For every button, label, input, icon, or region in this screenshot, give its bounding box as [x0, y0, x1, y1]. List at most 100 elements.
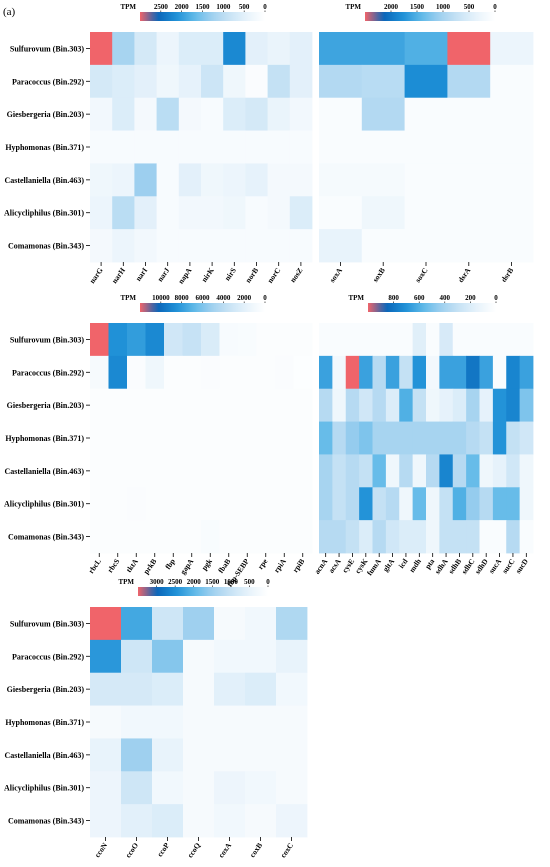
- heatmap-cell: [201, 355, 220, 390]
- heatmap-cell: [289, 196, 313, 230]
- heatmap-cell: [90, 64, 113, 99]
- column-label: napA: [176, 266, 194, 286]
- row-label: Giesbergeria (Bin.203): [7, 401, 85, 410]
- row-label: Hyphomonas (Bin.371): [5, 718, 84, 727]
- heatmap-cell: [183, 771, 215, 805]
- heatmap-cell: [404, 229, 448, 263]
- heatmap-cell: [319, 64, 363, 99]
- heatmap-cell: [289, 97, 313, 131]
- column-label: acnA: [312, 557, 329, 576]
- row-label: Alicycliphilus (Bin.301): [4, 209, 84, 218]
- heatmap-cell: [164, 355, 183, 390]
- heatmap-cell: [214, 607, 246, 641]
- colorbar-tick-label: 2000: [384, 3, 399, 11]
- heatmap-cell: [214, 738, 246, 772]
- colorbar-title: TPM: [345, 3, 361, 11]
- heatmap-cell: [245, 705, 277, 739]
- heatmap-cell: [134, 130, 157, 164]
- heatmap-cell: [479, 520, 494, 554]
- heatmap-cell: [492, 355, 507, 390]
- heatmap-cell: [267, 97, 291, 131]
- heatmap-cell: [112, 97, 135, 131]
- column-label: ccoQ: [185, 841, 202, 860]
- column-label: soxA: [328, 266, 345, 285]
- heatmap-cell: [412, 487, 427, 521]
- heatmap-cell: [412, 421, 427, 455]
- colorbar-gradient: [368, 303, 496, 312]
- heatmap-cell: [319, 454, 333, 488]
- heatmap-cell: [345, 421, 360, 455]
- heatmap-cell: [112, 229, 135, 263]
- heatmap-cell: [112, 196, 135, 230]
- heatmap-cell: [479, 454, 494, 488]
- heatmap-cell: [492, 520, 507, 554]
- column-label: narH: [110, 266, 127, 285]
- column-label: rpe: [256, 556, 270, 571]
- heatmap-cell: [238, 487, 257, 521]
- heatmap-cell: [121, 804, 153, 838]
- heatmap-cell: [319, 487, 333, 521]
- heatmap-cell: [223, 163, 246, 197]
- heatmap-cell: [412, 454, 427, 488]
- column-label: sucD: [513, 557, 530, 576]
- heatmap-cell: [219, 323, 239, 357]
- heatmap-cell: [332, 388, 347, 422]
- heatmap-cell: [452, 323, 467, 357]
- heatmap-cell: [293, 520, 313, 554]
- column-label: ccoO: [123, 841, 140, 860]
- heatmap-cell: [134, 64, 157, 99]
- colorbar-gradient: [140, 12, 265, 21]
- heatmap-cell: [492, 323, 507, 357]
- heatmap-cell: [361, 196, 405, 230]
- heatmap-cell: [223, 229, 246, 263]
- heatmap-cell: [145, 454, 165, 488]
- heatmap-cell: [332, 323, 347, 357]
- heatmap-cell: [276, 672, 308, 706]
- heatmap-cell: [399, 487, 414, 521]
- heatmap-cell: [275, 323, 294, 357]
- heatmap-cell: [319, 355, 333, 390]
- heatmap-cell: [289, 163, 313, 197]
- row-label: Comamonas (Bin.343): [8, 242, 84, 251]
- heatmap-cell: [399, 421, 414, 455]
- colorbar-tick-label: 6000: [196, 294, 211, 302]
- heatmap-cell: [127, 388, 146, 422]
- heatmap-cell: [439, 454, 454, 488]
- colorbar-tick-label: 2000: [187, 578, 202, 586]
- colorbar-title: TPM: [348, 294, 364, 302]
- heatmap-cell: [426, 487, 440, 521]
- heatmap-cell: [466, 520, 480, 554]
- heatmap-cell: [447, 64, 491, 99]
- heatmap-cell: [385, 454, 400, 488]
- heatmap-cell: [156, 163, 180, 197]
- heatmap-cell: [178, 130, 202, 164]
- heatmap-cell: [183, 804, 215, 838]
- heatmap-cell: [145, 323, 165, 357]
- colorbar-tick-label: 500: [464, 3, 475, 11]
- colorbar-tick-label: 200: [465, 294, 476, 302]
- heatmap-2: soxA soxB soxC dsrA dsrB TPM 2000 1500 1000 500 0: [319, 3, 534, 285]
- heatmap-cell: [90, 487, 109, 521]
- row-label: Paracoccus (Bin.292): [12, 77, 84, 86]
- heatmap-cell: [479, 421, 494, 455]
- heatmap-cell: [178, 64, 202, 99]
- heatmap-cell: [256, 487, 276, 521]
- column-label: rpiB: [291, 557, 307, 574]
- heatmap-cell: [245, 738, 277, 772]
- column-label: gapA: [178, 557, 196, 577]
- column-label: narI: [134, 266, 150, 283]
- heatmap-cell: [361, 64, 405, 99]
- heatmap-cell: [223, 196, 246, 230]
- heatmap-cell: [490, 64, 534, 99]
- heatmap-cell: [267, 64, 291, 99]
- colorbar-tick-label: 400: [440, 294, 451, 302]
- heatmap-cell: [293, 454, 313, 488]
- heatmap-cell: [276, 804, 308, 838]
- heatmap-cell: [404, 32, 448, 66]
- heatmap-cell: [245, 32, 268, 66]
- column-label: cysE: [340, 557, 356, 574]
- heatmap-cell: [276, 607, 308, 641]
- heatmap-cell: [90, 323, 109, 357]
